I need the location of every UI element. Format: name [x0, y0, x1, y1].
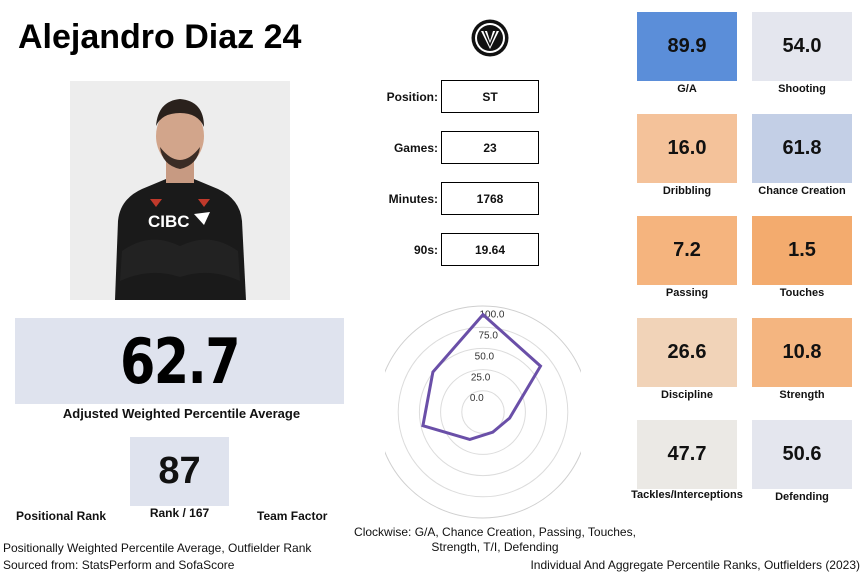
radar-tick-label: 100.0 [479, 310, 504, 321]
weighted-average-caption: Adjusted Weighted Percentile Average [62, 406, 301, 421]
tile-tackles-interceptions-value: 47.7 [667, 443, 707, 465]
tile-dribbling-value: 16.0 [667, 137, 707, 159]
radar-data-point [469, 438, 471, 440]
tile-chance-creation: 61.8 [752, 114, 852, 183]
radar-grid-ring [418, 347, 548, 477]
percentile-radar-chart: 0.0 25.0 50.0 75.0 100.0 [385, 305, 581, 519]
radar-data-point [422, 425, 424, 427]
tile-passing-label: Passing [665, 287, 709, 299]
tile-touches-value: 1.5 [788, 239, 816, 261]
footer-chart-description: Individual And Aggregate Percentile Rank… [530, 558, 860, 572]
club-logo-icon [470, 18, 510, 58]
tile-passing: 7.2 [637, 216, 737, 285]
tile-shooting-label: Shooting [778, 83, 826, 95]
tile-discipline-value: 26.6 [667, 341, 707, 363]
team-factor-label: Team Factor [257, 509, 328, 523]
minutes-value: 1768 [441, 182, 539, 215]
tile-touches-label: Touches [779, 287, 825, 299]
rank-value: 87 [158, 450, 201, 492]
radar-grid-ring [461, 390, 505, 434]
radar-data-point [492, 431, 494, 433]
player-title: Alejandro Diaz 24 [18, 18, 302, 56]
rank-caption: Rank / 167 [149, 506, 210, 520]
tile-shooting-value: 54.0 [782, 35, 822, 57]
tile-ga: 89.9 [637, 12, 737, 81]
radar-grid-ring [397, 326, 569, 498]
tile-touches: 1.5 [752, 216, 852, 285]
tile-defending-value: 50.6 [782, 443, 822, 465]
radar-tick-label: 25.0 [471, 372, 491, 383]
tile-strength: 10.8 [752, 318, 852, 387]
radar-caption: Clockwise: G/A, Chance Creation, Passing… [354, 525, 636, 554]
tile-chance-creation-value: 61.8 [782, 137, 822, 159]
tile-ga-value: 89.9 [667, 35, 707, 57]
radar-data-point [432, 371, 434, 373]
rank-box: 87 [130, 437, 229, 506]
player-photo: CIBC [70, 81, 290, 300]
position-value: ST [441, 80, 539, 113]
tile-tackles-interceptions: 47.7 [637, 420, 737, 489]
radar-data-point [482, 314, 484, 316]
nineties-value: 19.64 [441, 233, 539, 266]
radar-data-point [540, 365, 542, 367]
tile-defending: 50.6 [752, 420, 852, 489]
tile-dribbling: 16.0 [637, 114, 737, 183]
tile-ga-label: G/A [677, 83, 697, 95]
footer-source: Sourced from: StatsPerform and SofaScore [3, 558, 235, 572]
radar-tick-label: 0.0 [470, 393, 484, 404]
nineties-label: 90s: [413, 243, 438, 257]
svg-text:CIBC: CIBC [148, 212, 190, 231]
tile-defending-label: Defending [775, 491, 829, 503]
games-label: Games: [393, 141, 438, 155]
radar-frame [385, 305, 581, 519]
positional-rank-label: Positional Rank [16, 509, 107, 523]
tile-chance-creation-label: Chance Creation [758, 185, 846, 197]
tile-passing-value: 7.2 [673, 239, 701, 261]
radar-tick-label: 50.0 [475, 351, 495, 362]
footer-method: Positionally Weighted Percentile Average… [3, 541, 312, 555]
weighted-average-value: 62.7 [120, 324, 241, 398]
tile-strength-label: Strength [779, 389, 825, 401]
radar-data-point [509, 417, 511, 419]
radar-tick-label: 75.0 [478, 331, 498, 342]
tile-discipline-label: Discipline [661, 389, 713, 401]
tile-tackles-interceptions-label: Tackles/Interceptions [631, 489, 743, 501]
tile-shooting: 54.0 [752, 12, 852, 81]
minutes-label: Minutes: [388, 192, 438, 206]
tile-dribbling-label: Dribbling [662, 185, 712, 197]
weighted-average-box: 62.7 [15, 318, 344, 404]
radar-series-line [421, 312, 543, 441]
tile-strength-value: 10.8 [782, 341, 822, 363]
games-value: 23 [441, 131, 539, 164]
position-label: Position: [386, 90, 438, 104]
tile-discipline: 26.6 [637, 318, 737, 387]
radar-grid-ring [440, 369, 526, 455]
